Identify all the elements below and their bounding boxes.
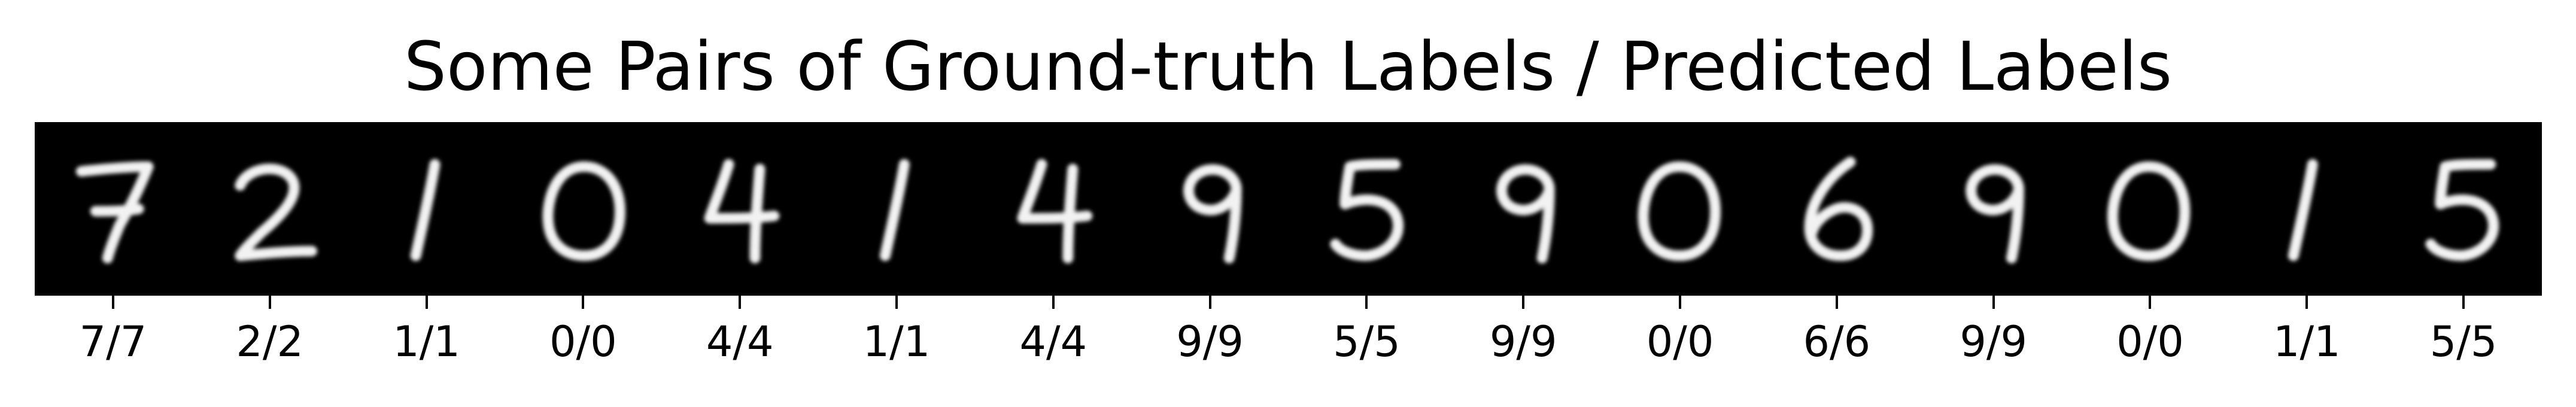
x-tick-mark (2149, 296, 2152, 309)
label-pair-text: 0/0 (1646, 317, 1714, 366)
label-pair-text: 4/4 (1019, 317, 1087, 366)
x-tick-mark (1052, 296, 1055, 309)
label-pair-text: 9/9 (1176, 317, 1244, 366)
x-tick-mark (425, 296, 428, 309)
digit-image-5 (2425, 159, 2499, 262)
label-pair-text: 5/5 (2429, 317, 2498, 366)
digit-image-9 (1966, 164, 2024, 264)
digit-image-2 (235, 163, 318, 262)
label-pair-text: 6/6 (1803, 317, 1871, 366)
label-pair-text: 9/9 (1960, 317, 2027, 366)
digit-stroke (75, 161, 154, 264)
digit-stroke (90, 204, 144, 217)
digit-stroke (1062, 163, 1079, 264)
x-tick-mark (1208, 296, 1211, 309)
digit-image-1 (410, 159, 441, 262)
digit-image-strip (35, 122, 2542, 296)
digit-stroke (2288, 159, 2318, 262)
digit-image-1 (2288, 159, 2318, 262)
strip-background (37, 124, 2540, 294)
label-pair-text: 7/7 (79, 317, 147, 366)
label-pair-text: 9/9 (1489, 317, 1557, 366)
digit-stroke (410, 159, 441, 262)
digit-stroke (1638, 161, 1721, 262)
digit-stroke (749, 163, 765, 264)
x-tick-mark (1679, 296, 1682, 309)
x-tick-mark (111, 296, 114, 309)
digit-stroke (1966, 164, 2024, 264)
x-tick-mark (1522, 296, 1525, 309)
digit-stroke (1330, 159, 1404, 262)
x-tick-mark (2462, 296, 2465, 309)
label-pair-text: 0/0 (549, 317, 617, 366)
label-pair-text: 4/4 (706, 317, 774, 366)
x-tick-mark (895, 296, 898, 309)
digit-image-0 (2107, 161, 2191, 262)
digit-stroke (235, 163, 318, 262)
digit-image-6 (1804, 156, 1873, 262)
label-pair-text: 1/1 (393, 317, 460, 366)
digit-stroke (2107, 161, 2191, 262)
digit-stroke (542, 161, 625, 262)
label-pair-text: 2/2 (236, 317, 304, 366)
digit-image-0 (542, 161, 625, 262)
label-pair-text: 5/5 (1333, 317, 1401, 366)
digit-image-4 (704, 159, 780, 264)
x-tick-mark (1835, 296, 1838, 309)
x-tick-mark (268, 296, 271, 309)
digit-stroke (1804, 156, 1873, 262)
digit-image-4 (1017, 159, 1093, 264)
digit-layer (75, 156, 2499, 264)
digit-image-5 (1330, 159, 1404, 262)
label-pair-text: 1/1 (2273, 317, 2341, 366)
x-tick-mark (582, 296, 585, 309)
label-pair-text: 1/1 (862, 317, 931, 366)
x-tick-mark (1365, 296, 1368, 309)
digit-image-9 (1183, 164, 1242, 264)
figure-title: Some Pairs of Ground-truth Labels / Pred… (403, 28, 2173, 106)
label-pair-text: 0/0 (2116, 317, 2184, 366)
digit-image-1 (879, 159, 910, 262)
x-tick-mark (1992, 296, 1995, 309)
digit-stroke (1183, 164, 1242, 264)
x-tick-mark (739, 296, 742, 309)
digit-stroke (2425, 159, 2499, 262)
digit-stroke (1496, 164, 1555, 264)
digit-image-strip-canvas (37, 124, 2540, 294)
digit-image-9 (1496, 164, 1555, 264)
digit-image-0 (1638, 161, 1721, 262)
digit-stroke (879, 159, 910, 262)
digit-image-7 (75, 161, 154, 264)
x-tick-mark (2305, 296, 2308, 309)
